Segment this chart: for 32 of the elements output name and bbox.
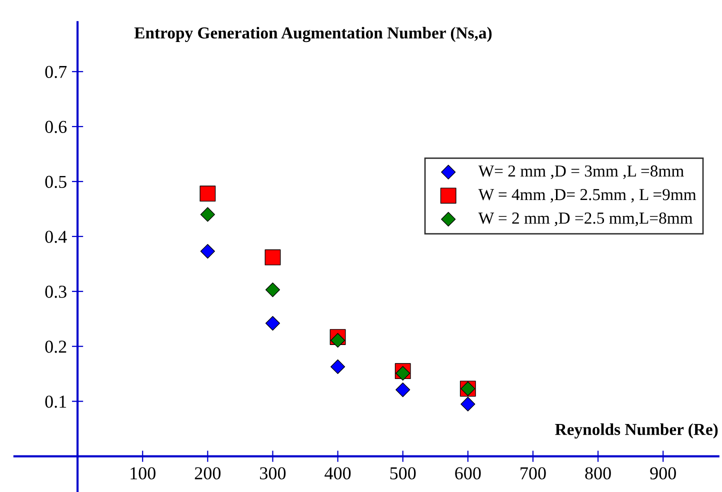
point xyxy=(265,316,280,331)
legend-label: W = 4mm ,D= 2.5mm , L =9mm xyxy=(478,189,696,203)
y-tick-label: 0.5 xyxy=(45,176,66,188)
legend-label: W = 2 mm ,D =2.5 mm,L=8mm xyxy=(478,212,693,226)
x-tick-label: 200 xyxy=(194,467,221,480)
x-axis-title: Reynolds Number (Re) xyxy=(555,423,718,438)
x-tick-label: 400 xyxy=(324,467,351,480)
point xyxy=(264,249,281,266)
point xyxy=(200,244,215,259)
point xyxy=(396,382,410,398)
point xyxy=(200,207,215,222)
x-tick-label: 100 xyxy=(130,467,156,480)
y-tick-label: 0.3 xyxy=(45,286,66,298)
x-tick-label: 800 xyxy=(585,467,611,480)
y-tick-label: 0.7 xyxy=(45,66,67,78)
legend-label: W= 2 mm ,D = 3mm ,L =8mm xyxy=(478,165,684,180)
y-tick-label: 0.4 xyxy=(45,230,67,243)
x-tick-label: 600 xyxy=(455,467,481,480)
x-tick-label: 700 xyxy=(520,467,546,480)
point xyxy=(330,359,346,374)
y-tick-label: 0.6 xyxy=(45,120,67,134)
x-tick-label: 900 xyxy=(650,467,676,480)
point xyxy=(460,396,476,412)
point xyxy=(265,282,280,298)
point xyxy=(200,186,216,202)
point xyxy=(330,333,346,348)
y-tick-label: 0.2 xyxy=(45,340,66,353)
point xyxy=(396,366,410,381)
y-tick-label: 0.1 xyxy=(45,396,66,408)
x-tick-label: 500 xyxy=(390,467,416,480)
y-axis-title: Entropy Generation Augmentation Number (Ns,a) xyxy=(134,26,492,42)
x-tick-label: 300 xyxy=(260,467,286,480)
